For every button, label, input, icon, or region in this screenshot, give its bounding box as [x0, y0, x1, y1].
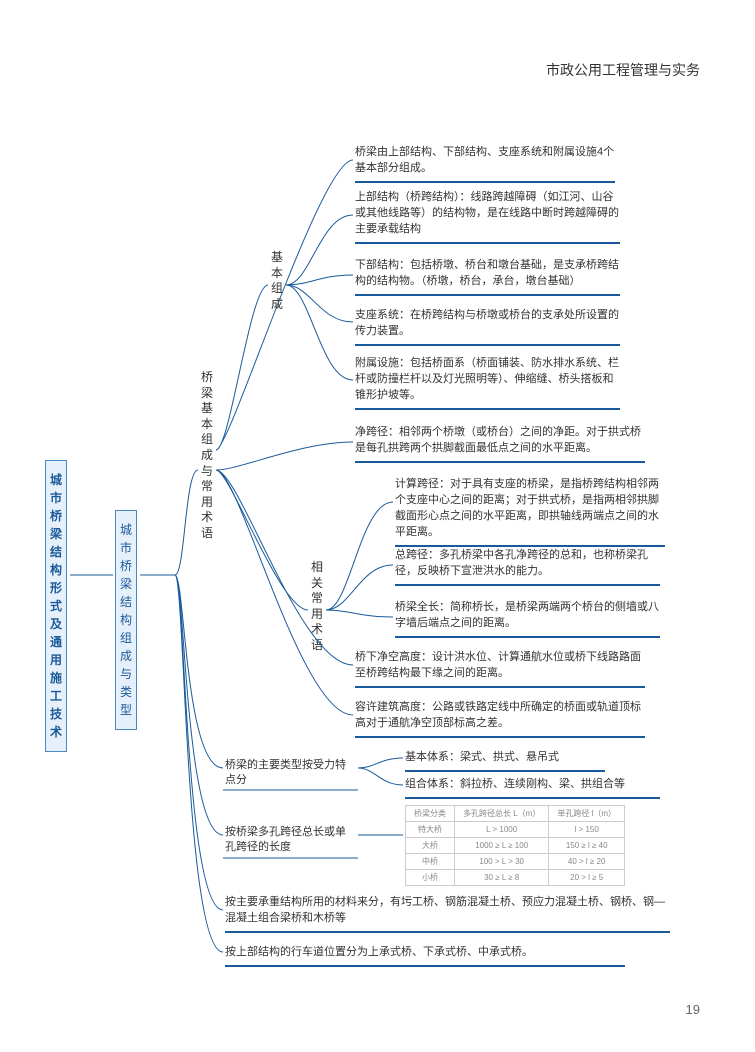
branch3-label: 按桥梁多孔跨径总长或单孔跨径的长度	[225, 825, 355, 856]
table-row: 大桥1000 ≥ L ≥ 100150 ≥ l ≥ 40	[406, 838, 625, 854]
branch1-sub2-label: 相关常用术语	[310, 560, 324, 654]
branch5-leaf: 按上部结构的行车道位置分为上承式桥、下承式桥、中承式桥。	[225, 945, 625, 967]
leaf-term-2: 计算跨径：对于具有支座的桥梁，是指桥跨结构相邻两个支座中心之间的距离；对于拱式桥…	[395, 477, 665, 547]
span-table: 桥梁分类 多孔跨径总长 L（m） 单孔跨径 l（m） 特大桥L > 1000l …	[405, 805, 625, 886]
table-row: 特大桥L > 1000l > 150	[406, 822, 625, 838]
page-header: 市政公用工程管理与实务	[546, 60, 700, 80]
leaf-accessories: 附属设施：包括桥面系（桥面铺装、防水排水系统、栏杆或防撞栏杆以及灯光照明等）、伸…	[355, 356, 620, 410]
leaf-term-1: 净跨径：相邻两个桥墩（或桥台）之间的净距。对于拱式桥是每孔拱跨两个拱脚截面最低点…	[355, 425, 645, 463]
table-row: 小桥30 ≥ L ≥ 820 > l ≥ 5	[406, 870, 625, 886]
branch1-label: 桥梁基本组成与常用术语	[200, 370, 214, 542]
leaf-term-3: 总跨径：多孔桥梁中各孔净跨径的总和，也称桥梁孔径，反映桥下宣泄洪水的能力。	[395, 548, 660, 586]
level2-node: 城市桥梁结构组成与类型	[115, 510, 137, 730]
leaf-term-6: 容许建筑高度：公路或铁路定线中所确定的桥面或轨道顶标高对于通航净空顶部标高之差。	[355, 700, 645, 738]
branch2-label: 桥梁的主要类型按受力特点分	[225, 758, 355, 789]
leaf-lower-structure: 下部结构：包括桥墩、桥台和墩台基础，是支承桥跨结构的结构物。（桥墩，桥台，承台，…	[355, 258, 620, 296]
root-node: 城市桥梁结构形式及通用施工技术	[45, 460, 67, 752]
leaf-basic-system: 基本体系：梁式、拱式、悬吊式	[405, 750, 605, 772]
leaf-term-5: 桥下净空高度：设计洪水位、计算通航水位或桥下线路路面至桥跨结构最下缘之间的距离。	[355, 650, 645, 688]
branch1-intro: 桥梁由上部结构、下部结构、支座系统和附属设施4个基本部分组成。	[355, 145, 615, 183]
leaf-combined-system: 组合体系：斜拉桥、连续刚构、梁、拱组合等	[405, 777, 660, 799]
leaf-term-4: 桥梁全长：简称桥长，是桥梁两端两个桥台的侧墙或八字墙后端点之间的距离。	[395, 600, 660, 638]
root-label: 城市桥梁结构形式及通用施工技术	[50, 471, 62, 741]
leaf-upper-structure: 上部结构（桥跨结构）：线路跨越障碍（如江河、山谷或其他线路等）的结构物，是在线路…	[355, 190, 620, 244]
branch1-sub1-label: 基本组成	[270, 250, 284, 312]
branch4-leaf: 按主要承重结构所用的材料来分，有圬工桥、钢筋混凝土桥、预应力混凝土桥、钢桥、钢—…	[225, 895, 670, 933]
table-header-row: 桥梁分类 多孔跨径总长 L（m） 单孔跨径 l（m）	[406, 806, 625, 822]
table-row: 中桥100 > L > 3040 > l ≥ 20	[406, 854, 625, 870]
level2-label: 城市桥梁结构组成与类型	[120, 521, 132, 719]
leaf-bearing-system: 支座系统：在桥跨结构与桥墩或桥台的支承处所设置的传力装置。	[355, 308, 620, 346]
page-number: 19	[686, 1002, 700, 1017]
